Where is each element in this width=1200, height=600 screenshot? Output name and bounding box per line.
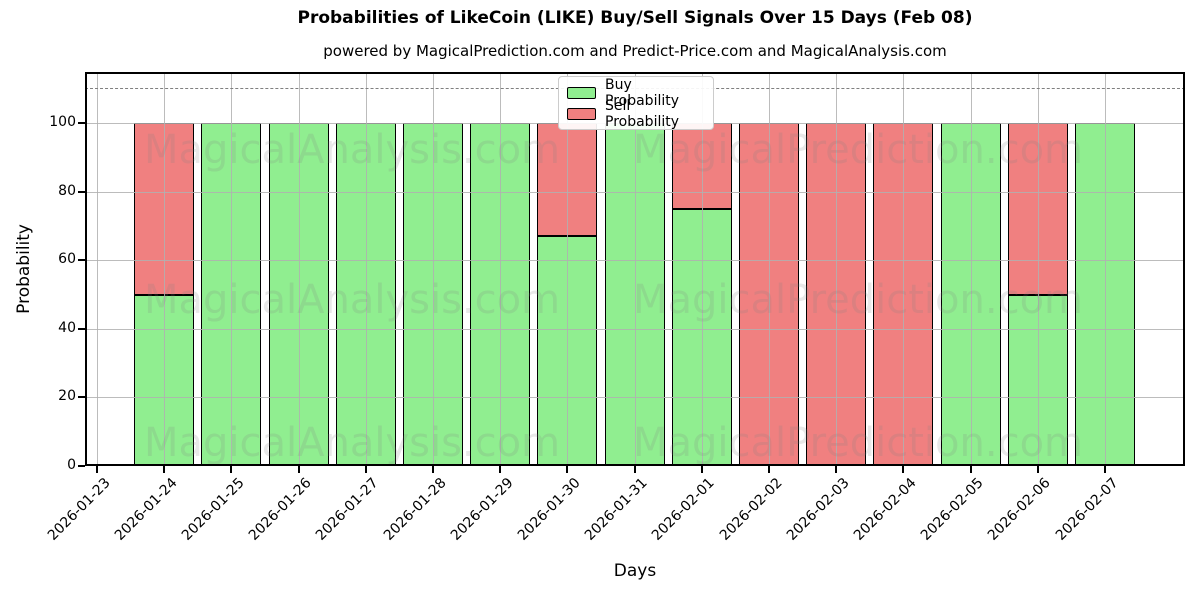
bar-buy-segment <box>470 123 531 466</box>
bar-2026-02-01 <box>671 72 732 466</box>
legend-item-sell: Sell Probability <box>567 98 705 130</box>
bar-2026-01-26 <box>268 72 329 466</box>
bar-sell-segment <box>537 123 598 237</box>
y-tick-mark <box>78 396 85 399</box>
x-tick-label: 2026-01-24 <box>111 475 181 544</box>
x-tick-label: 2026-02-01 <box>649 475 719 544</box>
x-tick-label: 2026-01-25 <box>178 475 248 544</box>
x-tick-label: 2026-01-30 <box>514 475 584 544</box>
bar-sell-segment <box>739 123 799 466</box>
x-tick-mark <box>1104 466 1106 473</box>
plot-area: MagicalAnalysis.comMagicalPrediction.com… <box>85 72 1185 466</box>
y-tick-label: 20 <box>58 388 76 405</box>
chart-subtitle: powered by MagicalPrediction.com and Pre… <box>323 42 947 60</box>
bar-buy-segment <box>1075 123 1135 466</box>
x-tick-label: 2026-02-05 <box>918 475 987 544</box>
x-tick-label: 2026-02-06 <box>985 475 1055 544</box>
bar-2026-01-25 <box>201 72 262 466</box>
x-tick-label: 2026-02-02 <box>716 475 786 544</box>
buy-probability-swatch-icon <box>567 86 596 99</box>
bar-2026-01-29 <box>470 72 531 466</box>
x-tick-label: 2026-01-23 <box>44 475 114 544</box>
bar-buy-segment <box>604 123 665 466</box>
v-gridline <box>97 72 98 466</box>
x-tick-mark <box>633 466 636 473</box>
bar-sell-segment <box>873 123 934 466</box>
x-tick-mark <box>835 466 838 473</box>
bar-2026-02-07 <box>1075 72 1135 466</box>
x-tick-mark <box>297 466 300 473</box>
x-tick-mark <box>1036 466 1039 473</box>
x-tick-mark <box>566 466 569 473</box>
bar-sell-segment <box>671 123 732 210</box>
x-tick-label: 2026-01-31 <box>582 475 651 544</box>
buy-legend-label: Buy Probability <box>605 76 680 109</box>
x-tick-mark <box>432 466 434 473</box>
y-tick-label: 100 <box>49 114 76 131</box>
y-tick-mark <box>78 259 85 262</box>
x-tick-label: 2026-01-28 <box>380 475 450 544</box>
x-tick-label: 2026-01-27 <box>313 475 383 544</box>
y-tick-mark <box>78 327 85 330</box>
x-tick-mark <box>364 466 367 473</box>
x-tick-label: 2026-02-07 <box>1052 475 1122 544</box>
bar-buy-segment <box>201 123 262 466</box>
bar-sell-segment <box>806 123 867 466</box>
bar-buy-segment <box>671 209 732 466</box>
x-tick-mark <box>902 466 905 473</box>
bar-buy-segment <box>940 123 1001 466</box>
y-axis-label: Probability <box>14 224 34 314</box>
bar-2026-02-04 <box>873 72 934 466</box>
y-tick-mark <box>78 465 85 467</box>
x-tick-mark <box>700 466 703 473</box>
bar-2026-01-31 <box>604 72 665 466</box>
y-tick-mark <box>78 190 85 193</box>
x-axis-label: Days <box>613 561 657 581</box>
x-tick-mark <box>163 466 166 473</box>
x-tick-mark <box>768 466 770 473</box>
x-tick-label: 2026-01-29 <box>447 475 517 544</box>
bar-2026-02-06 <box>1007 72 1068 466</box>
x-tick-mark <box>499 466 502 473</box>
y-tick-label: 80 <box>58 182 76 199</box>
bar-2026-01-28 <box>403 72 463 466</box>
x-tick-label: 2026-01-26 <box>246 475 315 544</box>
x-tick-label: 2026-02-04 <box>850 475 920 544</box>
bar-2026-01-24 <box>134 72 195 466</box>
x-tick-mark <box>969 466 972 473</box>
bar-buy-segment <box>134 294 195 466</box>
bar-2026-01-27 <box>335 72 396 466</box>
sell-probability-swatch-icon <box>567 107 596 120</box>
legend: Buy Probability Sell Probability <box>558 76 714 130</box>
y-tick-label: 0 <box>67 457 76 473</box>
y-tick-label: 60 <box>58 251 76 268</box>
x-tick-mark <box>230 466 233 473</box>
bar-sell-segment <box>134 123 195 295</box>
bar-2026-02-02 <box>739 72 799 466</box>
bar-buy-segment <box>537 236 598 466</box>
bar-buy-segment <box>335 123 396 466</box>
bar-buy-segment <box>1007 294 1068 466</box>
legend-item-buy: Buy Probability <box>567 77 705 109</box>
x-tick-label: 2026-02-03 <box>783 475 853 544</box>
bar-sell-segment <box>1007 123 1068 295</box>
bar-buy-segment <box>268 123 329 466</box>
bar-2026-02-05 <box>940 72 1001 466</box>
y-tick-label: 40 <box>58 319 76 336</box>
sell-legend-label: Sell Probability <box>605 97 680 130</box>
bar-buy-segment <box>403 123 463 466</box>
bar-2026-01-30 <box>537 72 598 466</box>
x-tick-mark <box>96 466 98 473</box>
bar-2026-02-03 <box>806 72 867 466</box>
chart-title: Probabilities of LikeCoin (LIKE) Buy/Sel… <box>297 8 973 28</box>
y-tick-mark <box>78 122 85 125</box>
